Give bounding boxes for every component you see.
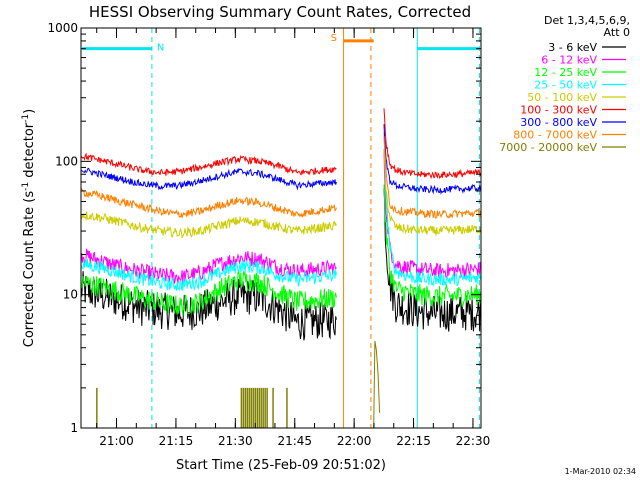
axes: 1 10 100 1000 21:00 21:15 21:30 21:45 22:00 22:15… bbox=[47, 21, 490, 448]
legend-entry-label: 6 - 12 keV bbox=[541, 54, 597, 67]
x-tick-label: 21:15 bbox=[159, 434, 194, 448]
series-line bbox=[383, 188, 482, 332]
legend-entry-label: 7000 - 20000 keV bbox=[499, 141, 597, 154]
legend-header-attenuator: Att 0 bbox=[604, 26, 630, 39]
series-line bbox=[383, 149, 482, 236]
series-line bbox=[80, 187, 337, 219]
x-tick-label: 22:00 bbox=[337, 434, 372, 448]
series-line bbox=[80, 167, 337, 191]
legend-entry-label: 300 - 800 keV bbox=[520, 116, 597, 129]
plot-frame bbox=[80, 27, 482, 429]
y-axis-label: Corrected Count Rate (s-1 detector-1) bbox=[21, 109, 37, 347]
series-line bbox=[383, 136, 482, 219]
series-line bbox=[383, 184, 482, 307]
x-tick-label: 21:30 bbox=[218, 434, 253, 448]
series-line bbox=[373, 340, 381, 429]
y-axis-label-end: ) bbox=[22, 109, 37, 114]
chart-title: HESSI Observing Summary Count Rates, Cor… bbox=[89, 3, 471, 21]
x-tick-label: 22:30 bbox=[456, 434, 491, 448]
legend-entry-label: 100 - 300 keV bbox=[520, 104, 597, 117]
y-axis-label-mid: detector bbox=[22, 122, 37, 182]
legend-entry-label: 12 - 25 keV bbox=[534, 66, 597, 79]
legend-entry-label: 3 - 6 keV bbox=[548, 41, 597, 54]
flag-label: S bbox=[331, 33, 337, 44]
legend-entry-label: 800 - 7000 keV bbox=[513, 129, 597, 142]
series-line bbox=[383, 132, 482, 287]
series-line bbox=[80, 152, 337, 176]
y-axis-label-text: Corrected Count Rate (s bbox=[22, 191, 37, 348]
series-line bbox=[383, 148, 482, 280]
x-tick-label: 21:00 bbox=[99, 434, 134, 448]
series-line bbox=[383, 124, 482, 196]
y-tick-label: 10 bbox=[63, 288, 78, 302]
series-line bbox=[383, 108, 482, 180]
x-tick-label: 21:45 bbox=[277, 434, 312, 448]
y-tick-label: 100 bbox=[55, 154, 78, 168]
y-tick-label: 1 bbox=[70, 421, 78, 435]
legend-entry-label: 50 - 100 keV bbox=[527, 91, 597, 104]
flag-label: N bbox=[157, 43, 164, 54]
x-tick-label: 22:15 bbox=[396, 434, 431, 448]
x-axis-label: Start Time (25-Feb-09 20:51:02) bbox=[176, 458, 386, 473]
plot-area: NS bbox=[80, 28, 482, 429]
legend-entry-label: 25 - 50 keV bbox=[534, 79, 597, 92]
footer-timestamp: 1-Mar-2010 02:34 bbox=[565, 467, 636, 476]
series-line bbox=[80, 258, 337, 292]
y-axis-label-sup1: -1 bbox=[21, 182, 31, 191]
legend-header-detectors: Det 1,3,4,5,6,9, bbox=[544, 14, 630, 27]
y-axis-label-sup2: -1 bbox=[21, 114, 31, 123]
series-line bbox=[80, 211, 337, 239]
series-line bbox=[80, 271, 337, 341]
series-line bbox=[80, 269, 337, 316]
y-tick-label: 1000 bbox=[47, 21, 78, 35]
